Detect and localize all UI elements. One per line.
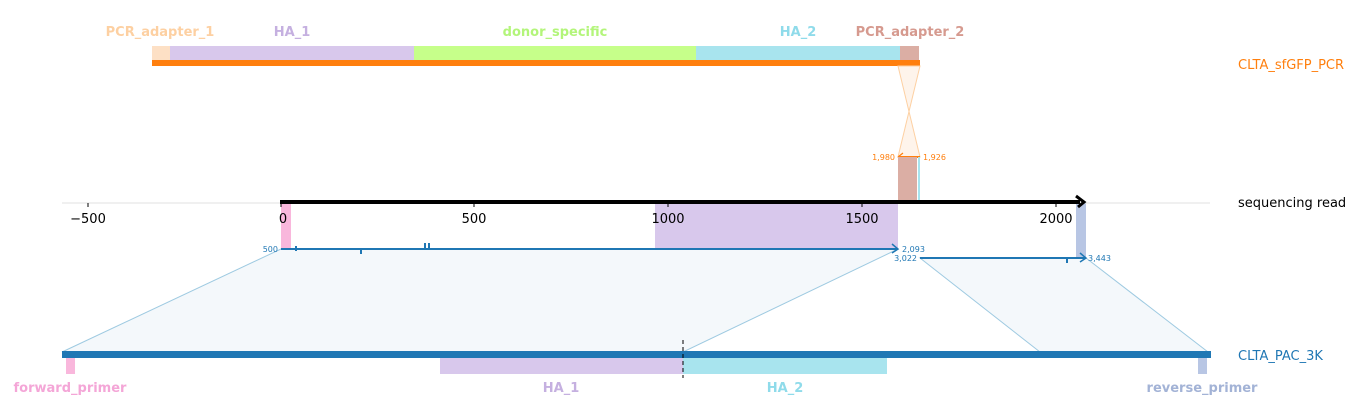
x-tick-label: −500 [70,212,106,227]
genome-feature-forward-primer [66,358,75,374]
pcr-label-pcr-adapter-1: PCR_adapter_1 [106,25,215,40]
x-tick-label: 1000 [651,212,684,227]
align-genome-start-label: 500 [263,245,278,254]
pcr-to-read-alignment: 1,980 1,926 [872,65,946,163]
read-track-name: sequencing read [1238,196,1346,211]
pcr-label-pcr-adapter-2: PCR_adapter_2 [856,25,965,40]
pcr-feature-pcr-adapter-1 [152,46,170,60]
genome-track-name: CLTA_PAC_3K [1238,349,1323,364]
pcr-feature-ha-1 [170,46,414,60]
genome-feature-ha-1 [440,358,683,374]
genome-label-ha-2: HA_2 [767,381,804,396]
pcr-feature-pcr-adapter-2 [900,46,919,60]
read-track: −500 0 500 1000 1500 2000 sequencing rea… [62,157,1346,258]
pcr-track-name: CLTA_sfGFP_PCR [1238,58,1344,73]
read-arrowhead-icon [1075,194,1087,209]
read-feature-pcr-adapter-2 [898,157,917,202]
pcr-align-right-label: 1,926 [923,153,946,162]
read-to-genome-alignment: 500 2,093 3,022 3,443 [61,243,1210,353]
read-feature-ha-1 [655,203,898,249]
pcr-feature-donor-specific [414,46,696,60]
x-tick-label: 0 [279,212,287,227]
genome-feature-reverse-primer [1198,358,1207,374]
x-tick-label: 1500 [845,212,878,227]
x-tick-label: 2000 [1039,212,1072,227]
align-genome-end-2-label: 3,443 [1088,254,1111,263]
align-genome-start-2-label: 3,022 [894,254,917,263]
genome-track-bar [62,351,1211,358]
pcr-track: PCR_adapter_1 HA_1 donor_specific HA_2 P… [106,25,1344,73]
pcr-feature-ha-2 [696,46,900,60]
genome-track: forward_primer HA_1 HA_2 reverse_primer … [14,340,1323,396]
pcr-label-ha-1: HA_1 [274,25,311,40]
pcr-label-ha-2: HA_2 [780,25,817,40]
genome-label-reverse-primer: reverse_primer [1147,381,1259,396]
read-feature-reverse-primer [1076,203,1086,258]
align-genome-end-1-label: 2,093 [902,245,925,254]
genome-feature-ha-2 [683,358,887,374]
x-tick-label: 500 [462,212,487,227]
read-feature-forward-primer [281,203,291,249]
pcr-align-left-label: 1,980 [872,153,895,162]
pcr-track-bar [152,60,920,66]
genome-label-ha-1: HA_1 [543,381,580,396]
pcr-label-donor-specific: donor_specific [503,25,608,40]
genome-label-forward-primer: forward_primer [14,381,128,396]
